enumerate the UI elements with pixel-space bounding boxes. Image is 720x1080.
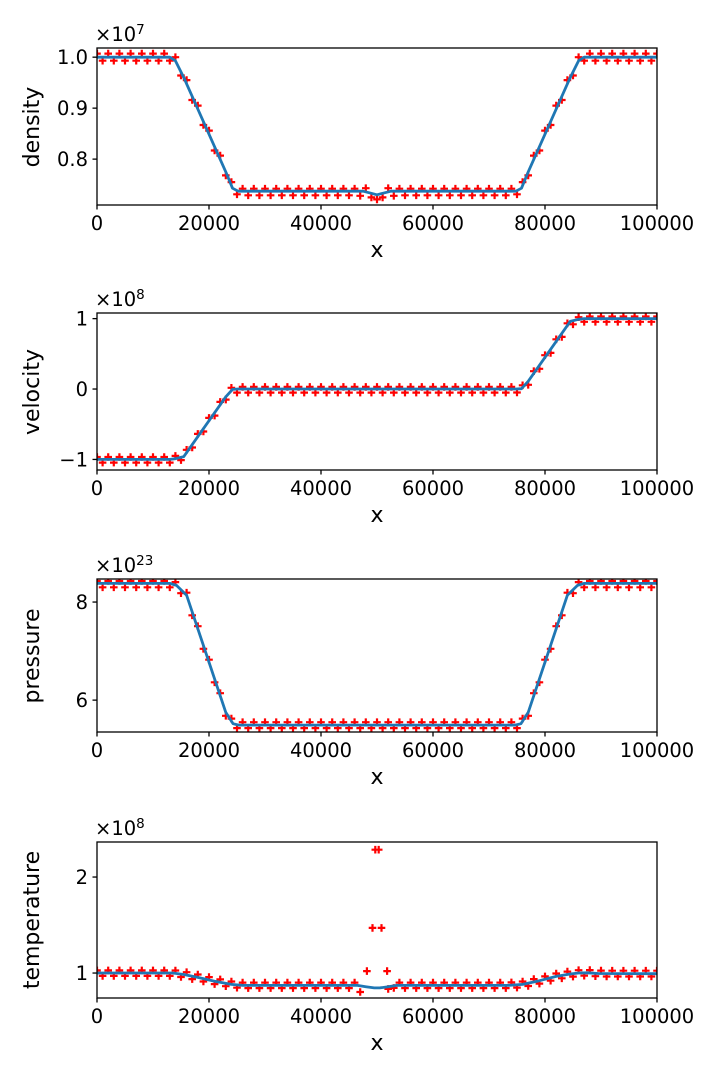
velocity-line — [97, 317, 657, 461]
offset-base: ×10 — [95, 288, 137, 311]
y-tick-label: 6 — [76, 689, 88, 712]
x-tick-label: 80000 — [514, 477, 576, 500]
offset-base: ×10 — [95, 23, 137, 46]
x-tick-label: 40000 — [290, 477, 352, 500]
y-tick-label: 8 — [76, 591, 88, 614]
x-tick-label: 0 — [91, 477, 103, 500]
velocity-axes-frame — [96, 312, 658, 471]
x-tick-label: 20000 — [178, 477, 240, 500]
x-tick-label: 100000 — [620, 1005, 694, 1028]
density-line — [97, 55, 657, 197]
temperature-y-axis-label: temperature — [20, 850, 45, 990]
x-tick-label: 60000 — [402, 212, 464, 235]
x-tick-label: 20000 — [178, 1005, 240, 1028]
x-tick-label: 20000 — [178, 739, 240, 762]
x-tick-label: 40000 — [290, 1005, 352, 1028]
pressure-subplot: 0 20000 40000 60000 80000 100000 6 8 — [76, 578, 694, 762]
x-tick-label: 40000 — [290, 212, 352, 235]
x-tick-label: 100000 — [620, 739, 694, 762]
pressure-axes-frame — [96, 578, 658, 733]
x-tick-label: 100000 — [620, 212, 694, 235]
temperature-subplot: 0 20000 40000 60000 80000 100000 1 2 — [76, 841, 694, 1028]
x-tick-label: 40000 — [290, 739, 352, 762]
offset-base: ×10 — [95, 817, 137, 840]
offset-base: ×10 — [95, 554, 137, 577]
x-tick-label: 100000 — [620, 477, 694, 500]
density-subplot: 0 20000 40000 60000 80000 100000 0.8 0.9 1.0 — [57, 46, 694, 235]
y-tick-label: 0.8 — [57, 148, 88, 171]
temperature-offset-text: ×108 — [95, 816, 145, 840]
velocity-y-axis-label: velocity — [20, 349, 45, 435]
y-tick-label: 2 — [76, 866, 88, 889]
x-tick-label: 80000 — [514, 1005, 576, 1028]
y-tick-label: 0.9 — [57, 97, 88, 120]
y-tick-label: −1 — [59, 448, 88, 471]
temperature-axes-frame — [96, 841, 658, 999]
y-tick-label: 0 — [76, 378, 88, 401]
pressure-line — [97, 582, 657, 727]
temperature-line — [97, 971, 657, 990]
x-tick-label: 60000 — [402, 739, 464, 762]
y-tick-label: 1 — [76, 308, 88, 331]
pressure-x-axis-label: x — [370, 765, 384, 790]
density-markers — [97, 49, 657, 204]
density-x-axis-label: x — [370, 238, 384, 263]
velocity-subplot: 0 20000 40000 60000 80000 100000−101 — [59, 308, 694, 500]
velocity-x-axis-label: x — [370, 503, 384, 528]
offset-exponent: 8 — [136, 816, 145, 832]
offset-exponent: 23 — [136, 553, 154, 569]
x-tick-label: 0 — [91, 212, 103, 235]
pressure-y-axis-label: pressure — [20, 608, 45, 704]
x-tick-label: 60000 — [402, 477, 464, 500]
x-tick-label: 80000 — [514, 739, 576, 762]
x-tick-label: 0 — [91, 739, 103, 762]
temperature-x-axis-label: x — [370, 1031, 384, 1056]
pressure-offset-text: ×1023 — [95, 553, 154, 577]
x-tick-label: 20000 — [178, 212, 240, 235]
x-tick-label: 60000 — [402, 1005, 464, 1028]
temperature-markers — [97, 845, 657, 996]
y-tick-label: 1 — [76, 962, 88, 985]
density-offset-text: ×107 — [95, 22, 145, 46]
x-tick-label: 80000 — [514, 212, 576, 235]
pressure-markers — [97, 579, 657, 732]
density-axes-frame — [96, 47, 658, 206]
y-tick-label: 1.0 — [57, 46, 88, 69]
offset-exponent: 8 — [136, 287, 145, 303]
offset-exponent: 7 — [136, 22, 145, 38]
x-tick-label: 0 — [91, 1005, 103, 1028]
velocity-offset-text: ×108 — [95, 287, 145, 311]
density-y-axis-label: density — [20, 86, 45, 168]
